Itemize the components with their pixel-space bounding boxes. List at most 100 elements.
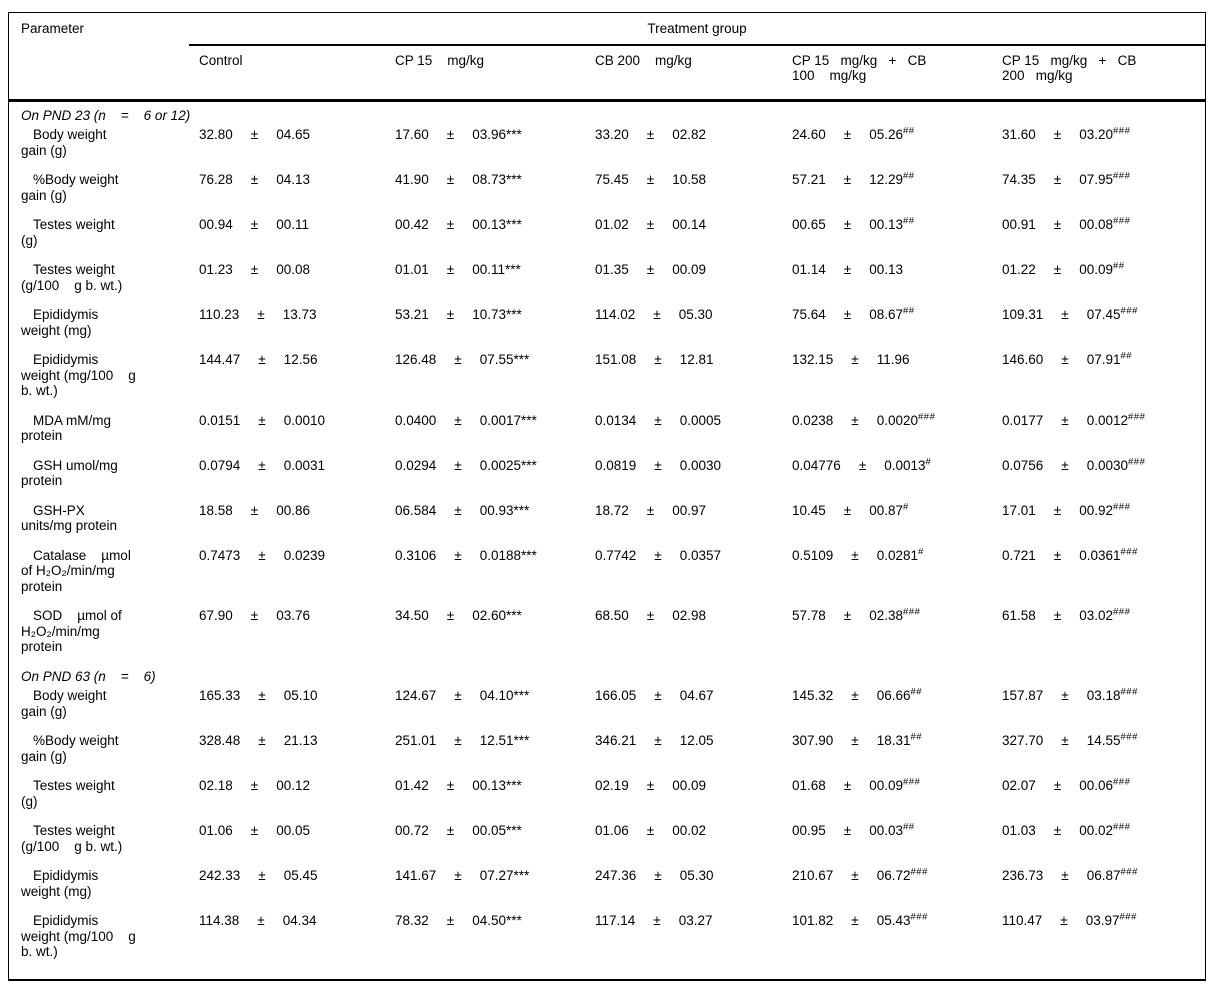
mean-value: 68.50 xyxy=(595,608,629,623)
significance-sup: ### xyxy=(910,911,928,923)
plus-minus: ± xyxy=(250,262,259,277)
parameter-label: Epididymis weight (mg) xyxy=(21,307,99,338)
value-cell: 00.42 ±00.13*** xyxy=(385,217,585,233)
mean-value: 00.94 xyxy=(199,217,233,232)
table-row: GSH umol/mg protein 0.0794 ±0.0031 0.0294 ±0… xyxy=(9,456,1205,503)
value-cell: 0.0134 ±0.0005 xyxy=(585,413,782,429)
value-cell: 00.65 ±00.13## xyxy=(782,216,992,233)
plus-minus: ± xyxy=(258,547,266,563)
mean-value: 57.21 xyxy=(792,172,826,187)
plus-minus: ± xyxy=(646,127,655,142)
sd-value: 04.13 xyxy=(276,172,311,187)
plus-minus: ± xyxy=(843,262,852,277)
table-row: GSH-PX units/mg protein 18.58 ±00.86 06.584… xyxy=(9,501,1205,548)
sd-value: 00.05 xyxy=(276,823,311,838)
table-row: MDA mM/mg protein 0.0151 ±0.0010 0.0400 ±0.0… xyxy=(9,411,1205,458)
sd-value: 00.09 xyxy=(672,262,707,277)
sd-value: 0.0188*** xyxy=(479,547,537,563)
parameter-label: GSH-PX units/mg protein xyxy=(21,502,118,534)
treatment-group-header: Treatment group xyxy=(189,13,1205,46)
sd-value: 00.08### xyxy=(1079,215,1131,232)
sd-value: 03.27 xyxy=(678,913,713,928)
plus-minus: ± xyxy=(1053,217,1062,232)
value-cell: 57.78 ±02.38### xyxy=(782,606,992,624)
plus-minus: ± xyxy=(446,217,455,232)
table-row: Epididymis weight (mg) 242.33 ±05.45 141.67… xyxy=(9,866,1205,913)
sd-value: 00.92### xyxy=(1079,501,1131,518)
mean-value: 0.0151 xyxy=(199,412,241,428)
significance-sup: ### xyxy=(1120,546,1138,557)
table-row: %Body weight gain (g) 328.48 ±21.13 251.01 ±… xyxy=(9,731,1205,778)
parameter-label: Body weight gain (g) xyxy=(21,127,107,158)
plus-minus: ± xyxy=(250,823,259,838)
mean-value: 242.33 xyxy=(199,868,241,883)
mean-value: 0.0756 xyxy=(1002,457,1044,473)
sd-value: 05.30 xyxy=(678,307,713,322)
plus-minus: ± xyxy=(1061,868,1069,883)
plus-minus: ± xyxy=(843,502,852,518)
plus-minus: ± xyxy=(654,868,662,883)
significance-sup: ### xyxy=(903,606,921,618)
plus-minus: ± xyxy=(851,412,859,428)
plus-minus: ± xyxy=(653,307,661,322)
value-cell: 141.67 ±07.27*** xyxy=(385,868,585,884)
sd-value: 11.96 xyxy=(876,352,910,367)
mean-value: 151.08 xyxy=(595,352,637,367)
value-cell: 109.31 ±07.45### xyxy=(992,306,1205,323)
sd-value: 05.45 xyxy=(283,868,318,883)
sd-value: 06.66## xyxy=(876,686,923,703)
mean-value: 327.70 xyxy=(1002,733,1044,748)
significance-sup: ## xyxy=(903,305,915,317)
significance-sup: ### xyxy=(1128,456,1146,467)
plus-minus: ± xyxy=(646,778,655,793)
plus-minus: ± xyxy=(446,913,455,928)
value-cell: 18.72 ±00.97 xyxy=(585,503,782,519)
sd-value: 0.0020### xyxy=(876,411,936,428)
mean-value: 61.58 xyxy=(1002,608,1036,623)
plus-minus: ± xyxy=(851,547,859,563)
sd-value: 00.13*** xyxy=(472,217,522,232)
table-body: On PND 23 (n = 6 or 12) Body weight gain … xyxy=(9,102,1205,974)
sd-value: 02.60*** xyxy=(472,608,522,623)
value-cell: 146.60 ±07.91## xyxy=(992,351,1205,368)
mean-value: 41.90 xyxy=(395,172,429,187)
mean-value: 00.91 xyxy=(1002,217,1036,232)
significance-sup: # xyxy=(918,546,924,557)
value-cell: 02.07 ±00.06### xyxy=(992,777,1205,794)
sd-value: 0.0012### xyxy=(1086,411,1146,428)
mean-value: 32.80 xyxy=(199,127,233,142)
mean-value: 75.64 xyxy=(792,307,826,322)
parameter-label: Epididymis weight (mg/100 g b. wt.) xyxy=(21,913,136,959)
parameter-label: GSH umol/mg protein xyxy=(21,457,118,489)
table-row: Testes weight (g) 02.18 ±00.12 01.42 ±00.13*… xyxy=(9,777,1205,823)
value-cell: 01.01 ±00.11*** xyxy=(385,262,585,278)
mean-value: 0.04776 xyxy=(792,457,841,473)
table-row: Testes weight (g/100 g b. wt.) 01.23 ±00.0… xyxy=(9,261,1205,307)
parameter-label: %Body weight gain (g) xyxy=(21,172,119,203)
sd-value: 00.09 xyxy=(672,778,707,793)
mean-value: 157.87 xyxy=(1002,688,1044,703)
table-row: Body weight gain (g) 32.80 ±04.65 17.60 ±03.… xyxy=(9,126,1205,172)
value-cell: 01.03 ±00.02### xyxy=(992,822,1205,839)
value-cell: 67.90 ±03.76 xyxy=(189,608,385,624)
value-cell: 31.60 ±03.20### xyxy=(992,126,1205,143)
significance-sup: ### xyxy=(910,866,928,878)
significance-sup: ### xyxy=(1113,501,1131,512)
value-cell: 114.38 ±04.34 xyxy=(189,913,385,929)
plus-minus: ± xyxy=(843,172,852,187)
significance-sup: ### xyxy=(1120,731,1138,743)
sd-value: 0.0030 xyxy=(679,457,722,473)
value-cell: 34.50 ±02.60*** xyxy=(385,608,585,624)
mean-value: 01.02 xyxy=(595,217,629,232)
value-cell: 144.47 ±12.56 xyxy=(189,352,385,368)
mean-value: 01.06 xyxy=(199,823,233,838)
mean-value: 01.68 xyxy=(792,778,826,793)
plus-minus: ± xyxy=(654,688,662,703)
value-cell: 57.21 ±12.29## xyxy=(782,171,992,188)
mean-value: 0.0177 xyxy=(1002,412,1044,428)
value-cell: 101.82 ±05.43### xyxy=(782,911,992,929)
plus-minus: ± xyxy=(454,868,462,883)
sd-value: 07.95### xyxy=(1079,170,1131,187)
value-cell: 0.3106 ±0.0188*** xyxy=(385,548,585,564)
plus-minus: ± xyxy=(1061,412,1069,428)
